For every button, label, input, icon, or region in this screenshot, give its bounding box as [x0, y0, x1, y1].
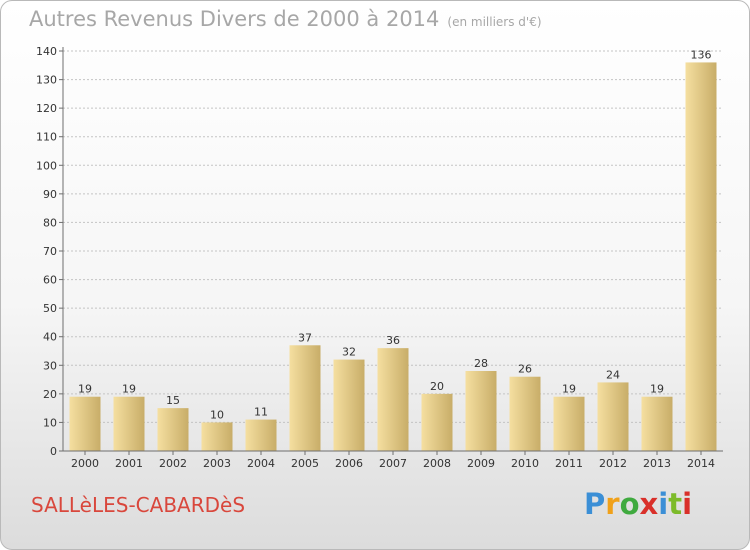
x-tick-label: 2003	[203, 457, 231, 470]
data-label: 19	[562, 383, 576, 396]
data-label: 19	[122, 383, 136, 396]
bar-2008	[421, 393, 453, 451]
bar-2002	[157, 408, 189, 451]
y-tick-label: 20	[43, 388, 57, 401]
chart-title: Autres Revenus Divers de 2000 à 2014 (en …	[29, 7, 542, 31]
bar-2007	[377, 348, 409, 451]
bar-2001	[113, 396, 145, 451]
y-tick-label: 50	[43, 302, 57, 315]
logo-letter: i	[658, 487, 669, 521]
x-tick-label: 2007	[379, 457, 407, 470]
data-label: 20	[430, 380, 444, 393]
x-tick-label: 2002	[159, 457, 187, 470]
data-labels: 19 19 15 10 11 37 32 36 20 28 26 19 24 19 136	[78, 48, 712, 421]
bar-2014	[685, 62, 717, 452]
bar-2004	[245, 419, 277, 451]
x-tick-label: 2001	[115, 457, 143, 470]
y-tick-label: 120	[36, 102, 57, 115]
logo-letter: t	[668, 487, 683, 521]
y-tick-label: 110	[36, 131, 57, 144]
logo-letter: i	[682, 487, 693, 521]
bar-2011	[553, 396, 585, 451]
x-tick-label: 2004	[247, 457, 275, 470]
bar-2003	[201, 422, 233, 451]
x-tick-label: 2013	[643, 457, 671, 470]
x-tick-label: 2010	[511, 457, 539, 470]
y-tick-label: 140	[36, 45, 57, 58]
bar-2006	[333, 359, 365, 451]
y-tick-labels: 0 10 20 30 40 50 60 70 80 90 100 110 120 130 140	[36, 45, 57, 458]
x-tick-label: 2014	[687, 457, 715, 470]
y-tick-label: 60	[43, 274, 57, 287]
x-tick-label: 2000	[71, 457, 99, 470]
bars	[69, 62, 717, 452]
data-label: 32	[342, 346, 356, 359]
grid-lines	[63, 50, 723, 423]
y-tick-label: 80	[43, 216, 57, 229]
data-label: 19	[650, 383, 664, 396]
y-tick-label: 70	[43, 245, 57, 258]
logo-letter: o	[619, 487, 640, 521]
y-tick-label: 10	[43, 416, 57, 429]
chart-title-unit: (en milliers d'€)	[447, 15, 542, 29]
chart-title-text: Autres Revenus Divers de 2000 à 2014	[29, 7, 440, 31]
logo-letter: P	[584, 487, 606, 521]
logo-letter: r	[605, 487, 620, 521]
x-tick-label: 2009	[467, 457, 495, 470]
x-tick-label: 2011	[555, 457, 583, 470]
x-tick-label: 2005	[291, 457, 319, 470]
data-label: 10	[210, 408, 224, 421]
bar-2012	[597, 382, 629, 451]
x-tick-label: 2012	[599, 457, 627, 470]
bar-2000	[69, 396, 101, 451]
y-tick-label: 130	[36, 74, 57, 87]
bar-2013	[641, 396, 673, 451]
data-label: 15	[166, 394, 180, 407]
y-tick-label: 40	[43, 331, 57, 344]
x-tick-label: 2006	[335, 457, 363, 470]
y-tick-label: 0	[50, 445, 57, 458]
commune-name: SALLèLES-CABARDèS	[31, 493, 246, 517]
data-label: 37	[298, 331, 312, 344]
proxiti-logo: Proxiti	[584, 487, 692, 521]
logo-letter: x	[639, 487, 659, 521]
data-label: 19	[78, 383, 92, 396]
data-label: 11	[254, 406, 268, 419]
y-tick-label: 100	[36, 159, 57, 172]
data-label: 136	[691, 48, 712, 61]
bar-2009	[465, 371, 497, 451]
x-tick-label: 2008	[423, 457, 451, 470]
x-tick-labels: 2000 2001 2002 2003 2004 2005 2006 2007 2008 2009…	[71, 457, 715, 470]
data-label: 36	[386, 334, 400, 347]
data-label: 28	[474, 357, 488, 370]
bar-2010	[509, 376, 541, 451]
data-label: 24	[606, 368, 620, 381]
data-label: 26	[518, 363, 532, 376]
bar-2005	[289, 345, 321, 451]
y-tick-label: 90	[43, 188, 57, 201]
y-tick-label: 30	[43, 359, 57, 372]
axes	[59, 47, 723, 455]
